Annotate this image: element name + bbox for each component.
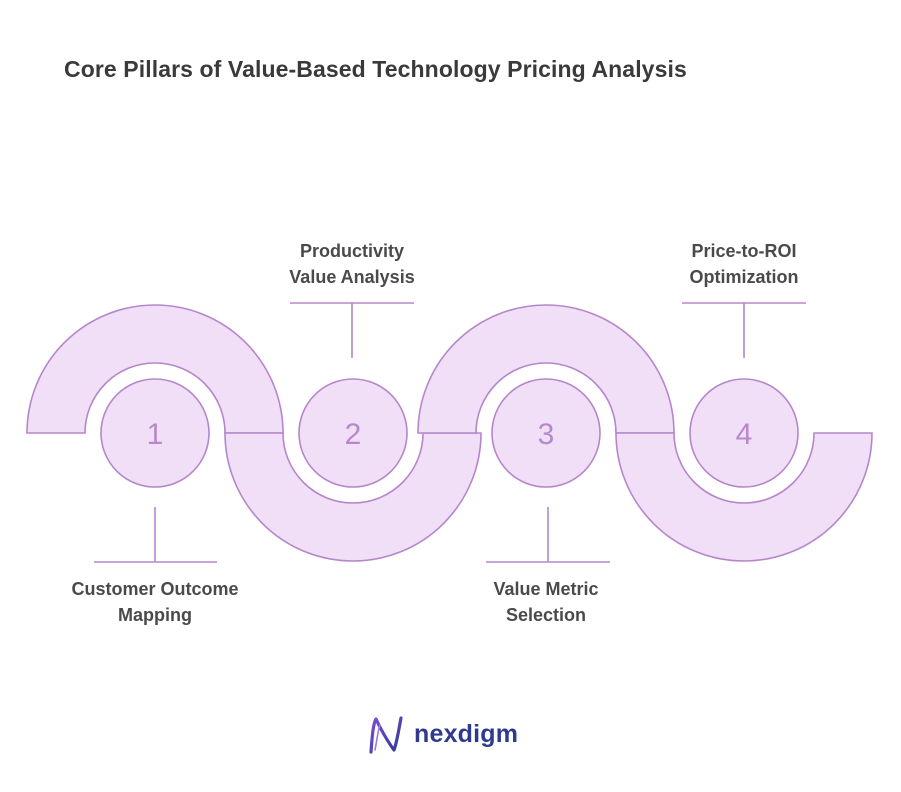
wave-band-1 [26,304,284,434]
step-number-3: 3 [538,418,555,451]
step-label-1-line-2: Mapping [118,605,192,625]
step-number-2: 2 [345,418,362,451]
step-label-2-line-2: Value Analysis [289,267,415,287]
step-circle-3 [491,378,601,488]
step-label-2: Productivity Value Analysis [232,238,472,290]
step-circle-1 [100,378,210,488]
wave-band-2 [224,432,482,562]
wave-band-3 [417,304,675,434]
step-circles [100,378,799,488]
wave-band-4 [615,432,873,562]
brand-name: nexdigm [414,720,519,748]
step-label-1: Customer Outcome Mapping [35,576,275,628]
step-circle-4 [689,378,799,488]
step-label-3: Value Metric Selection [426,576,666,628]
step-numbers: 1 2 3 4 [147,418,753,451]
label-connectors [94,302,806,563]
step-circle-2 [298,378,408,488]
step-label-1-line-1: Customer Outcome [71,579,239,599]
step-label-2-line-1: Productivity [299,241,405,261]
step-label-4: Price-to-ROI Optimization [624,238,864,290]
wave-bands [26,304,873,562]
step-label-4-line-2: Optimization [689,267,799,287]
step-number-1: 1 [147,418,164,451]
step-label-4-line-1: Price-to-ROI [691,241,797,261]
nexdigm-logo-icon [369,716,403,754]
page-title: Core Pillars of Value-Based Technology P… [64,56,687,82]
step-label-3-line-1: Value Metric [493,579,599,599]
step-number-4: 4 [736,418,753,451]
step-label-3-line-2: Selection [505,605,587,625]
